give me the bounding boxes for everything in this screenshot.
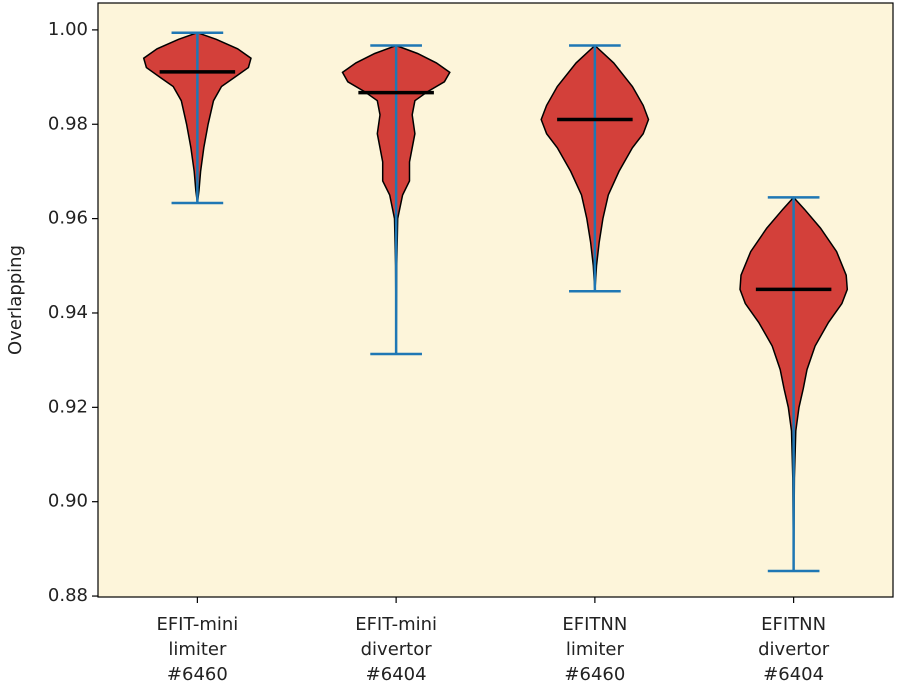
x-tick-label: #6404: [763, 664, 824, 685]
y-tick-label: 0.96: [48, 208, 88, 229]
x-tick-label: limiter: [566, 639, 625, 660]
x-tick-label: limiter: [168, 639, 227, 660]
x-tick-label: EFITNN: [562, 614, 627, 635]
y-tick-label: 0.88: [48, 585, 88, 606]
y-tick-label: 0.90: [48, 491, 88, 512]
x-tick-label: divertor: [758, 639, 830, 660]
y-tick-label: 0.92: [48, 396, 88, 417]
y-axis-label: Overlapping: [5, 245, 26, 355]
x-tick-label: divertor: [361, 639, 433, 660]
y-tick-label: 1.00: [48, 19, 88, 40]
x-tick-label: #6460: [167, 664, 228, 685]
x-tick-label: EFIT-mini: [156, 614, 238, 635]
x-tick-label: #6460: [564, 664, 625, 685]
y-tick-label: 0.98: [48, 113, 88, 134]
x-tick-label: #6404: [366, 664, 427, 685]
y-tick-label: 0.94: [48, 302, 88, 323]
x-tick-label: EFITNN: [761, 614, 826, 635]
x-tick-label: EFIT-mini: [355, 614, 437, 635]
